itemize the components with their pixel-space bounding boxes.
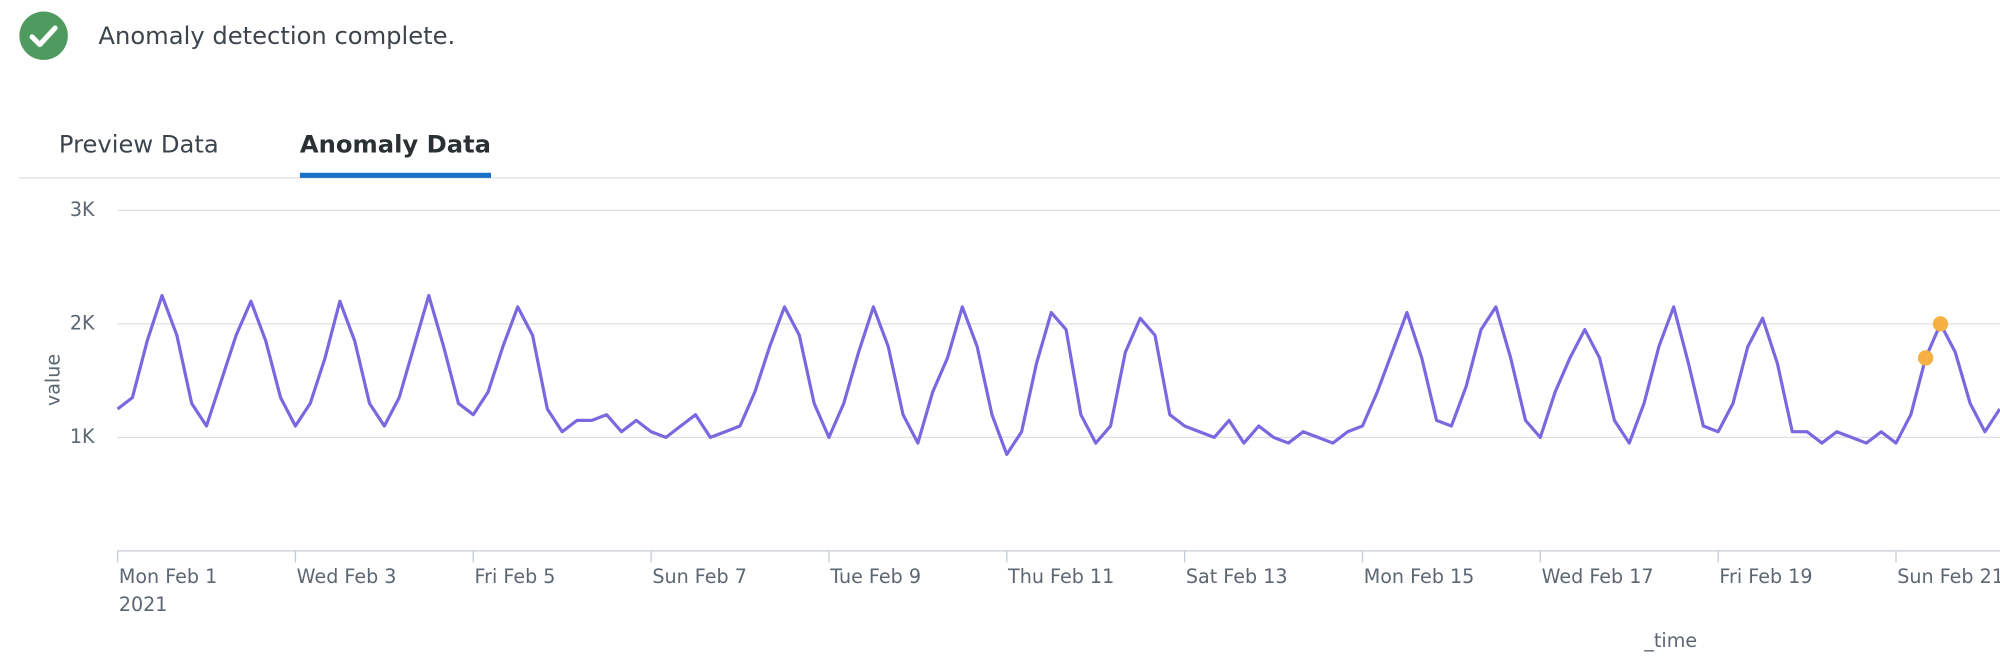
tab[interactable]: Anomaly Data — [300, 130, 491, 158]
x-tick-label: Sun Feb 7 — [652, 565, 747, 588]
chart: 1K 2K 3K value _time Mon Feb 1 2021 Wed Feb 3 Fr… — [41, 198, 2000, 652]
data-line — [116, 293, 2000, 457]
x-year-label: 2021 — [119, 593, 168, 616]
x-tick-label: Fri Feb 5 — [475, 565, 556, 588]
x-tick-label: Thu Feb 11 — [1007, 565, 1114, 588]
success-icon — [19, 11, 68, 60]
x-tick-label: Mon Feb 1 — [119, 565, 217, 588]
anomaly-point — [1932, 316, 1949, 332]
y-tick-label: 1K — [70, 425, 95, 448]
x-tick-label: Fri Feb 19 — [1719, 565, 1812, 588]
status-message: Anomaly detection complete. — [98, 22, 455, 50]
x-tick-label: Wed Feb 3 — [297, 565, 397, 588]
anomaly-point — [1917, 350, 1934, 366]
x-axis-label: _time — [1643, 629, 1697, 652]
tab-underline — [299, 172, 492, 178]
x-tick-label: Wed Feb 17 — [1542, 565, 1654, 588]
y-tick-label: 2K — [70, 311, 95, 334]
status: Anomaly detection complete. — [19, 11, 455, 60]
tab[interactable]: Preview Data — [59, 130, 219, 158]
check-mark — [29, 25, 58, 48]
x-tick-label: Mon Feb 15 — [1364, 565, 1475, 588]
tab-bar: Preview Data Anomaly Data — [59, 130, 492, 178]
y-tick-label: 3K — [70, 198, 95, 221]
x-tick-label: Tue Feb 9 — [829, 565, 921, 588]
x-tick-label: Sat Feb 13 — [1186, 565, 1288, 588]
x-tick-label: Sun Feb 21 — [1897, 565, 2000, 588]
y-axis-label: value — [41, 354, 64, 406]
